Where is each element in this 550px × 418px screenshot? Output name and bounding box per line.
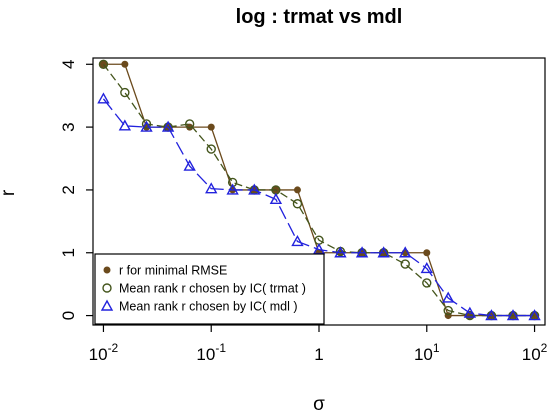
data-point-2-1 <box>118 119 132 131</box>
x-tick-label: 10-1 <box>196 341 226 364</box>
legend-label-2: Mean rank r chosen by IC( mdl ) <box>119 300 298 314</box>
data-point-0-5 <box>207 123 215 131</box>
legend-label-1: Mean rank r chosen by IC( trmat ) <box>119 282 306 296</box>
x-tick-label: 10-2 <box>89 341 119 364</box>
series-layer <box>97 59 541 321</box>
data-point-1-16 <box>443 305 453 316</box>
data-point-1-4 <box>184 119 195 129</box>
data-point-1-14 <box>400 259 410 269</box>
legend: r for minimal RMSE Mean rank r chosen by … <box>94 253 325 325</box>
data-point-1-0 <box>98 59 109 69</box>
data-point-2-8 <box>269 192 283 205</box>
data-point-2-19 <box>506 309 520 321</box>
data-point-2-7 <box>248 183 261 195</box>
chart-title: log : trmat vs mdl <box>236 6 403 28</box>
data-point-0-9 <box>293 186 301 194</box>
y-tick-label: 0 <box>59 311 78 320</box>
data-point-2-11 <box>334 246 347 258</box>
data-point-2-9 <box>291 235 304 247</box>
data-point-2-3 <box>161 120 175 132</box>
x-tick-label: 102 <box>522 341 548 364</box>
data-point-1-1 <box>120 87 130 98</box>
legend-marker-2 <box>100 299 114 311</box>
data-point-1-5 <box>206 144 216 154</box>
data-point-1-15 <box>422 278 432 288</box>
data-point-2-12 <box>355 246 369 258</box>
data-point-2-16 <box>441 291 455 303</box>
data-point-1-2 <box>141 119 152 129</box>
legend-marker-1 <box>102 283 112 293</box>
legend-box <box>94 253 325 325</box>
data-point-2-6 <box>226 183 239 195</box>
data-point-1-6 <box>227 177 238 188</box>
series-line-1 <box>102 63 535 317</box>
legend-marker-0 <box>103 266 111 274</box>
data-point-2-17 <box>463 306 477 318</box>
axes: 0 1 2 3 4 10-2 10-1 1 101 102 <box>59 60 548 364</box>
data-point-2-13 <box>377 246 390 258</box>
data-point-2-14 <box>399 246 412 258</box>
x-tick-label: 101 <box>414 341 440 364</box>
x-tick-label: 1 <box>314 345 323 364</box>
y-axis-label: r <box>0 189 19 196</box>
data-point-2-20 <box>528 309 541 321</box>
series-line-2 <box>102 98 535 317</box>
data-point-2-4 <box>183 159 196 171</box>
data-point-0-4 <box>186 123 194 131</box>
data-point-1-9 <box>292 199 303 209</box>
data-point-0-15 <box>423 249 431 257</box>
data-point-2-18 <box>485 309 498 321</box>
data-point-2-15 <box>420 262 433 274</box>
data-point-2-0 <box>97 92 110 104</box>
x-axis-label: σ <box>313 394 325 415</box>
series-2 <box>97 92 541 321</box>
y-tick-label: 3 <box>59 122 78 131</box>
data-point-2-2 <box>140 120 153 132</box>
data-point-2-5 <box>205 182 218 194</box>
y-tick-label: 1 <box>59 248 78 257</box>
data-point-0-1 <box>121 60 129 68</box>
y-tick-label: 4 <box>59 60 78 69</box>
legend-label-0: r for minimal RMSE <box>119 264 227 278</box>
y-tick-label: 2 <box>59 185 78 194</box>
